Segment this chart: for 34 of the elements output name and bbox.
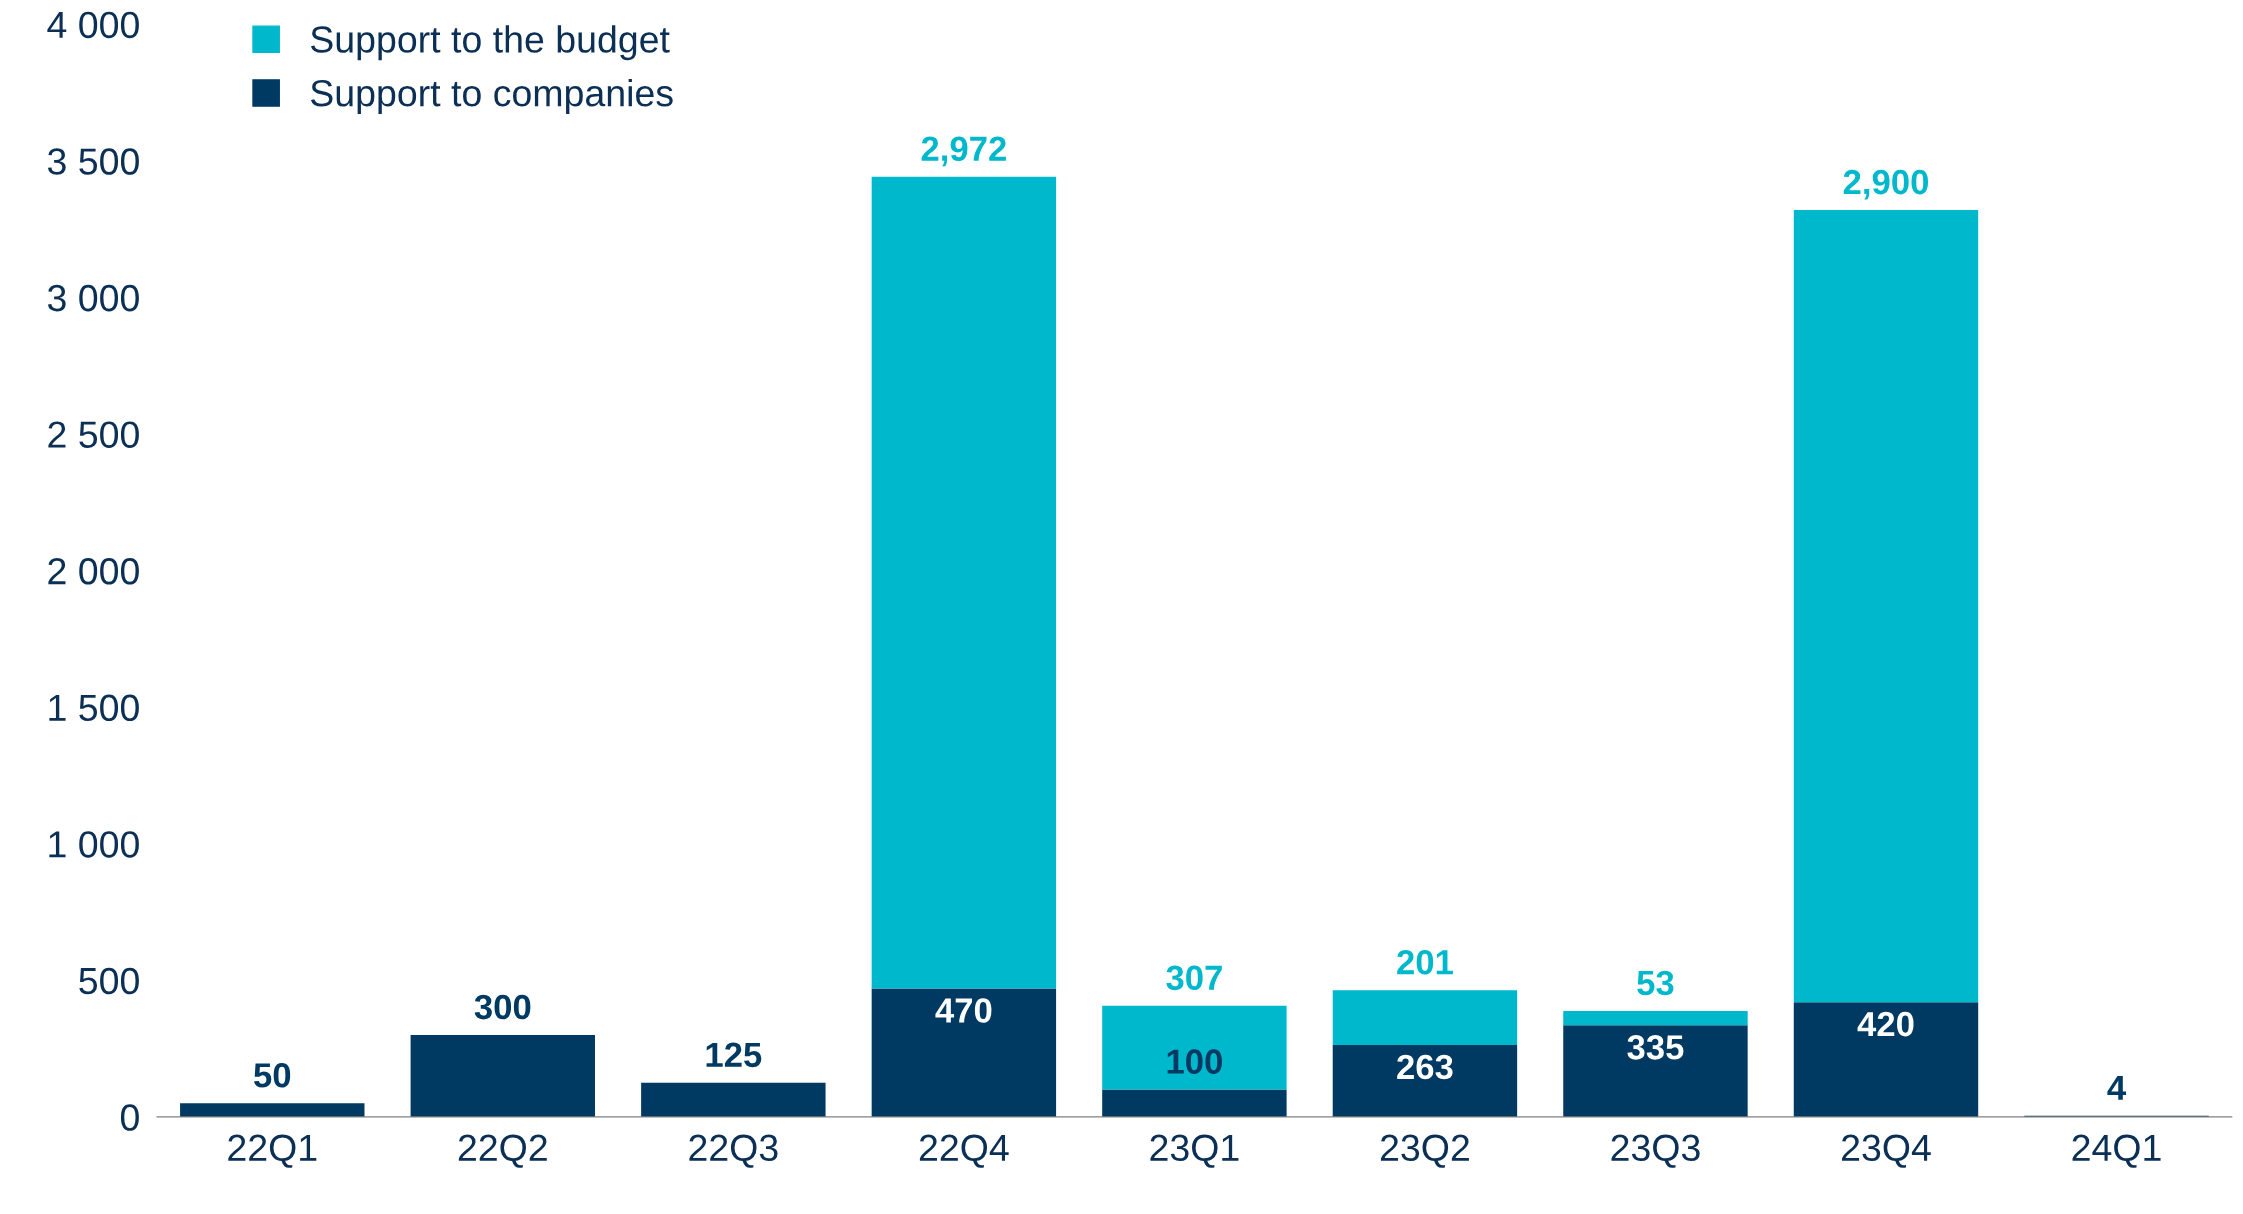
data-label: 125 [706, 1042, 762, 1068]
data-label: 420 [1857, 1011, 1914, 1037]
legend-label: Support to companies [310, 78, 673, 114]
data-label: 2,972 [921, 136, 1006, 167]
data-label: 53 [1637, 970, 1674, 996]
y-tick-label: 500 [79, 967, 139, 995]
data-label: 307 [1166, 965, 1222, 991]
x-tick-label: 23Q4 [1842, 1134, 1931, 1168]
x-tick-label: 22Q4 [919, 1134, 1009, 1168]
y-tick-label: 1 500 [49, 694, 139, 722]
legend-label: Support to the budget [310, 25, 670, 61]
data-label: 300 [474, 994, 531, 1020]
y-tick-label: 1 000 [49, 831, 139, 858]
x-tick-label: 23Q2 [1380, 1134, 1469, 1168]
y-tick-label: 2 500 [48, 421, 139, 448]
x-tick-label: 23Q3 [1611, 1134, 1700, 1168]
y-tick-label: 4 000 [47, 11, 139, 39]
x-tick-label: 22Q3 [689, 1134, 778, 1168]
y-tick-label: 2 000 [48, 557, 139, 585]
x-tick-label: 22Q2 [458, 1134, 547, 1168]
data-label: 50 [254, 1063, 291, 1088]
y-tick-label: 3 000 [47, 284, 139, 312]
data-label: 263 [1397, 1054, 1453, 1080]
data-label: 470 [935, 998, 992, 1023]
x-tick-label: 22Q1 [228, 1134, 317, 1168]
y-tick-label: 0 [120, 1104, 139, 1131]
data-label: 100 [1167, 1049, 1222, 1074]
data-label: 4 [2107, 1075, 2126, 1100]
x-tick-label: 24Q1 [2072, 1134, 2161, 1168]
y-tick-label: 3 500 [47, 148, 139, 175]
data-label: 201 [1397, 949, 1453, 975]
data-label: 335 [1627, 1035, 1684, 1060]
x-tick-label: 23Q1 [1150, 1134, 1239, 1168]
data-label: 2,900 [1843, 169, 1929, 200]
